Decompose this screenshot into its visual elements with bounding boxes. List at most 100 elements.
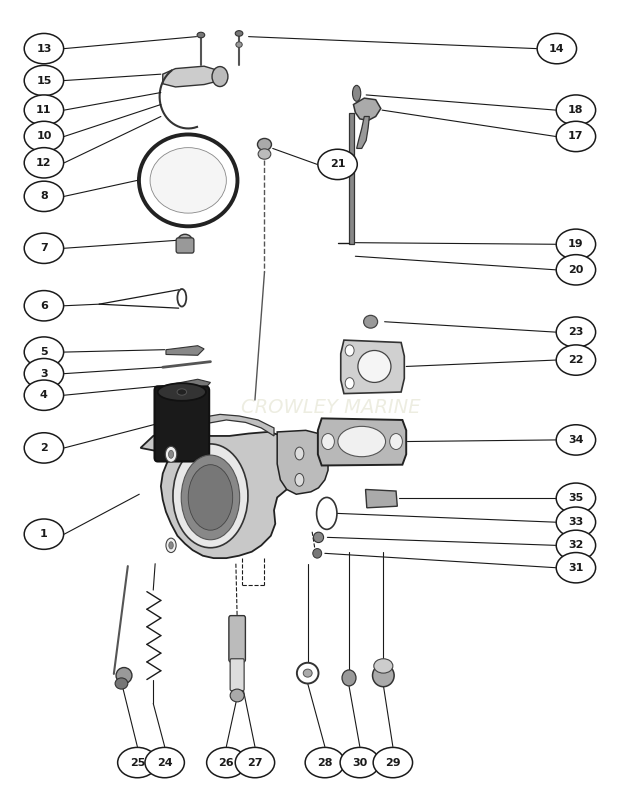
Ellipse shape (169, 450, 173, 458)
Polygon shape (165, 379, 210, 392)
Text: 3: 3 (40, 369, 48, 378)
Ellipse shape (556, 483, 596, 514)
Ellipse shape (358, 350, 391, 382)
Polygon shape (318, 418, 406, 466)
Text: CROWLEY MARINE: CROWLEY MARINE (241, 398, 421, 418)
Text: 6: 6 (40, 301, 48, 310)
Polygon shape (354, 98, 381, 121)
Polygon shape (163, 66, 220, 87)
Polygon shape (141, 430, 298, 558)
Ellipse shape (556, 317, 596, 347)
Text: 4: 4 (40, 390, 48, 400)
Ellipse shape (158, 383, 206, 401)
Ellipse shape (24, 148, 64, 178)
Text: 1: 1 (40, 529, 48, 539)
Ellipse shape (556, 229, 596, 259)
FancyBboxPatch shape (230, 658, 244, 690)
Ellipse shape (352, 86, 361, 102)
Text: 10: 10 (36, 131, 52, 142)
Ellipse shape (313, 532, 324, 542)
Ellipse shape (24, 290, 64, 321)
Ellipse shape (181, 455, 240, 540)
Text: 31: 31 (568, 562, 583, 573)
Ellipse shape (24, 433, 64, 463)
Text: 14: 14 (549, 44, 564, 54)
Text: 33: 33 (568, 517, 583, 527)
Ellipse shape (150, 148, 226, 213)
Text: 11: 11 (36, 105, 52, 115)
Ellipse shape (305, 747, 345, 778)
Ellipse shape (317, 498, 337, 530)
Text: 25: 25 (130, 758, 145, 767)
Text: 26: 26 (218, 758, 234, 767)
Text: 20: 20 (568, 265, 583, 275)
Ellipse shape (118, 747, 157, 778)
Ellipse shape (257, 138, 271, 150)
Text: 23: 23 (568, 327, 583, 337)
Ellipse shape (212, 66, 228, 86)
Circle shape (390, 434, 403, 450)
Ellipse shape (115, 678, 128, 689)
Ellipse shape (24, 337, 64, 367)
Ellipse shape (556, 122, 596, 152)
Ellipse shape (173, 444, 248, 548)
Ellipse shape (556, 530, 596, 561)
Ellipse shape (166, 538, 176, 553)
Ellipse shape (24, 358, 64, 389)
Text: 32: 32 (568, 540, 583, 550)
Ellipse shape (342, 670, 356, 686)
Ellipse shape (24, 34, 64, 64)
Ellipse shape (145, 747, 184, 778)
Text: 18: 18 (568, 105, 583, 115)
Ellipse shape (303, 669, 312, 677)
Ellipse shape (235, 30, 243, 36)
Ellipse shape (374, 658, 393, 673)
Text: 29: 29 (385, 758, 401, 767)
Ellipse shape (556, 553, 596, 583)
Polygon shape (188, 414, 274, 436)
Text: 5: 5 (40, 347, 48, 357)
Text: 12: 12 (36, 158, 52, 168)
Ellipse shape (364, 315, 378, 328)
Ellipse shape (197, 32, 204, 38)
Text: 35: 35 (568, 494, 583, 503)
Ellipse shape (556, 507, 596, 538)
Ellipse shape (169, 542, 173, 549)
Polygon shape (357, 117, 369, 149)
Ellipse shape (24, 380, 64, 410)
Text: 27: 27 (247, 758, 262, 767)
Ellipse shape (24, 181, 64, 211)
Text: 19: 19 (568, 239, 583, 250)
Ellipse shape (295, 447, 304, 460)
Polygon shape (341, 340, 404, 394)
Ellipse shape (235, 747, 275, 778)
Ellipse shape (537, 34, 576, 64)
Text: 7: 7 (40, 243, 48, 254)
Polygon shape (166, 346, 204, 355)
Ellipse shape (556, 254, 596, 285)
Polygon shape (349, 113, 354, 244)
Ellipse shape (24, 66, 64, 96)
Ellipse shape (166, 446, 176, 462)
Ellipse shape (206, 747, 246, 778)
Ellipse shape (24, 122, 64, 152)
FancyBboxPatch shape (229, 616, 245, 662)
Ellipse shape (340, 747, 380, 778)
Polygon shape (366, 490, 397, 508)
Text: 34: 34 (568, 435, 583, 445)
Text: 21: 21 (330, 159, 345, 170)
Ellipse shape (177, 389, 187, 395)
Ellipse shape (318, 150, 357, 179)
Ellipse shape (338, 426, 385, 457)
Text: 30: 30 (352, 758, 368, 767)
Ellipse shape (556, 345, 596, 375)
Ellipse shape (24, 95, 64, 126)
FancyBboxPatch shape (176, 238, 194, 253)
Ellipse shape (313, 549, 322, 558)
Ellipse shape (116, 667, 132, 683)
Polygon shape (277, 430, 328, 494)
Circle shape (345, 345, 354, 356)
Ellipse shape (295, 474, 304, 486)
Ellipse shape (373, 664, 394, 686)
FancyBboxPatch shape (155, 386, 209, 462)
